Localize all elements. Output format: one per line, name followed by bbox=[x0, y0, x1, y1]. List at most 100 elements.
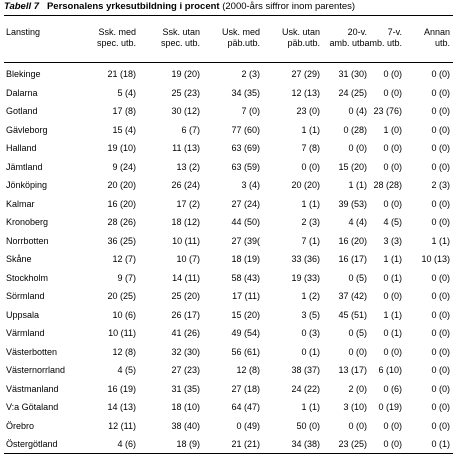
cell-ssk-med: 12 (7) bbox=[112, 254, 136, 264]
cell-usk-utan: 0 (1) bbox=[301, 346, 320, 357]
header-usk-med: Usk. med päb.utb. bbox=[222, 27, 260, 49]
cell-20v: 0 (5) bbox=[348, 328, 367, 338]
table-row: Uppsala 10 (6) 26 (17) 15 (20) 3 (5) 45 … bbox=[0, 310, 456, 321]
cell-lansting: Jämtland bbox=[6, 161, 43, 172]
cell-usk-utan: 1 (1) bbox=[301, 198, 320, 209]
cell-20v: 0 (0) bbox=[348, 143, 367, 153]
cell-20v: 16 (17) bbox=[338, 254, 367, 264]
cell-usk-utan: 1 (1) bbox=[301, 124, 320, 135]
cell-usk-utan: 33 (36) bbox=[291, 254, 320, 264]
cell-lansting: Uppsala bbox=[6, 309, 40, 320]
cell-ssk-med: 10 (11) bbox=[108, 328, 136, 338]
cell-usk-med: 15 (20) bbox=[231, 309, 260, 320]
cell-usk-med: 18 (19) bbox=[231, 254, 260, 264]
cell-usk-med: 77 (60) bbox=[231, 124, 260, 135]
cell-usk-med: 7 (0) bbox=[241, 106, 260, 116]
header-line: amb. utb. bbox=[364, 38, 402, 48]
cell-ssk-utan: 10 (11) bbox=[172, 235, 200, 246]
header-line: Ssk. med bbox=[98, 27, 136, 37]
table-row: Örebro 12 (11) 38 (40) 0 (49) 50 (0) 0 (… bbox=[0, 421, 456, 432]
cell-lansting: Dalarna bbox=[6, 87, 38, 98]
cell-7v: 28 (28) bbox=[373, 180, 402, 190]
cell-7v: 0 (0) bbox=[383, 439, 402, 449]
cell-usk-med: 27 (18) bbox=[231, 383, 260, 394]
cell-annan: 0 (0) bbox=[431, 217, 450, 227]
cell-7v: 23 (76) bbox=[373, 106, 402, 116]
header-ssk-utan: Ssk. utan spec. utb. bbox=[161, 27, 200, 49]
header-7v: 7-v. amb. utb. bbox=[364, 27, 402, 49]
table-row: Halland 19 (10) 11 (13) 63 (69) 7 (8) 0 … bbox=[0, 143, 456, 154]
cell-usk-utan: 20 (20) bbox=[291, 180, 320, 190]
cell-20v: 45 (51) bbox=[338, 309, 367, 320]
cell-annan: 0 (1) bbox=[431, 439, 450, 449]
cell-lansting: Skåne bbox=[6, 254, 32, 264]
cell-7v: 3 (3) bbox=[383, 235, 402, 246]
header-line: Usk. utan bbox=[281, 27, 320, 37]
cell-usk-utan: 0 (0) bbox=[301, 161, 320, 172]
cell-lansting: V:a Götaland bbox=[6, 402, 59, 412]
table-row: Västmanland 16 (19) 31 (35) 27 (18) 24 (… bbox=[0, 384, 456, 395]
cell-annan: 0 (0) bbox=[431, 383, 450, 394]
cell-usk-utan: 0 (3) bbox=[301, 328, 320, 338]
cell-ssk-med: 17 (8) bbox=[112, 106, 136, 116]
cell-7v: 1 (0) bbox=[383, 124, 402, 135]
cell-20v: 24 (25) bbox=[338, 87, 367, 98]
cell-7v: 6 (10) bbox=[378, 365, 402, 375]
header-line: päb.utb. bbox=[287, 38, 320, 48]
cell-annan: 10 (13) bbox=[421, 254, 450, 264]
cell-usk-med: 2 (3) bbox=[241, 69, 260, 79]
table-row: Blekinge 21 (18) 19 (20) 2 (3) 27 (29) 3… bbox=[0, 69, 456, 80]
header-lansting: Lansting bbox=[6, 27, 41, 37]
cell-7v: 0 (1) bbox=[383, 328, 402, 338]
cell-annan: 1 (1) bbox=[431, 235, 450, 246]
header-line: päb.utb. bbox=[227, 38, 260, 48]
cell-ssk-utan: 26 (24) bbox=[171, 180, 200, 190]
cell-annan: 0 (0) bbox=[431, 365, 450, 375]
cell-ssk-utan: 19 (20) bbox=[171, 69, 200, 79]
table-caption: Tabell 7 Personalens yrkesutbildning i p… bbox=[4, 1, 355, 12]
table-row: Dalarna 5 (4) 25 (23) 34 (35) 12 (13) 24… bbox=[0, 88, 456, 99]
cell-lansting: Västerbotten bbox=[6, 346, 58, 357]
cell-annan: 2 (3) bbox=[431, 180, 450, 190]
cell-usk-med: 0 (49) bbox=[236, 420, 260, 431]
cell-20v: 0 (0) bbox=[348, 346, 367, 357]
cell-ssk-utan: 30 (12) bbox=[171, 106, 200, 116]
cell-usk-utan: 2 (3) bbox=[301, 217, 320, 227]
cell-usk-utan: 34 (38) bbox=[291, 439, 320, 449]
cell-lansting: Gävleborg bbox=[6, 124, 48, 135]
cell-usk-med: 64 (47) bbox=[231, 402, 260, 412]
cell-ssk-med: 10 (6) bbox=[112, 309, 136, 320]
cell-usk-med: 56 (61) bbox=[231, 346, 260, 357]
cell-20v: 37 (42) bbox=[338, 291, 367, 301]
cell-annan: 0 (0) bbox=[431, 346, 450, 357]
cell-20v: 1 (1) bbox=[348, 180, 367, 190]
table-row: Västerbotten 12 (8) 32 (30) 56 (61) 0 (1… bbox=[0, 347, 456, 358]
table-row: Norrbotten 36 (25) 10 (11) 27 (39( 7 (1)… bbox=[0, 236, 456, 247]
cell-lansting: Örebro bbox=[6, 420, 35, 431]
cell-20v: 0 (4) bbox=[348, 106, 367, 116]
cell-annan: 0 (0) bbox=[431, 420, 450, 431]
cell-ssk-med: 20 (20) bbox=[107, 180, 136, 190]
cell-ssk-med: 4 (5) bbox=[117, 365, 136, 375]
cell-20v: 31 (30) bbox=[338, 69, 367, 79]
cell-20v: 0 (28) bbox=[343, 124, 367, 135]
header-line: Ssk. utan bbox=[162, 27, 200, 37]
cell-lansting: Norrbotten bbox=[6, 235, 49, 246]
cell-ssk-med: 16 (20) bbox=[107, 198, 136, 209]
top-rule bbox=[4, 15, 453, 16]
cell-20v: 15 (20) bbox=[338, 161, 367, 172]
cell-ssk-med: 20 (25) bbox=[107, 291, 136, 301]
header-rule bbox=[4, 62, 453, 63]
cell-annan: 0 (0) bbox=[431, 272, 450, 283]
header-line: amb. utb. bbox=[329, 38, 367, 48]
header-line: spec. utb. bbox=[96, 38, 136, 48]
cell-ssk-med: 5 (4) bbox=[117, 87, 136, 98]
table-row: Västernorrland 4 (5) 27 (23) 12 (8) 38 (… bbox=[0, 365, 456, 376]
cell-ssk-utan: 18 (12) bbox=[171, 217, 200, 227]
cell-usk-utan: 7 (8) bbox=[301, 143, 320, 153]
cell-ssk-utan: 38 (40) bbox=[171, 420, 200, 431]
cell-ssk-utan: 25 (23) bbox=[171, 87, 200, 98]
bottom-rule bbox=[4, 453, 453, 454]
cell-usk-utan: 7 (1) bbox=[301, 235, 320, 246]
cell-usk-utan: 50 (0) bbox=[296, 420, 320, 431]
